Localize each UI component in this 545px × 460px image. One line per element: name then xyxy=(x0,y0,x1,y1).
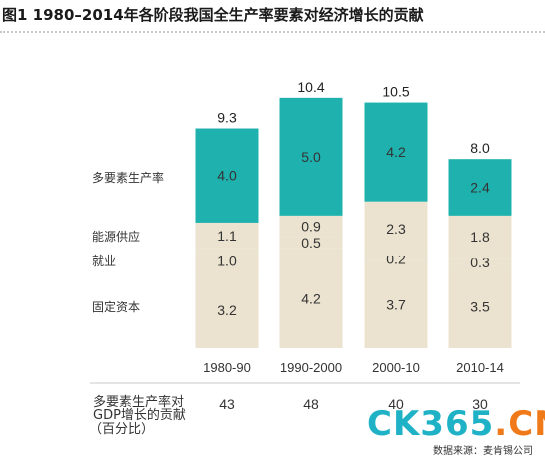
bar-total-label: 9.3 xyxy=(217,110,237,126)
x-tick-label: 2010-14 xyxy=(456,360,504,375)
title-divider xyxy=(0,31,545,33)
segment-value-label: 3.7 xyxy=(386,296,406,312)
segment-value-label: 2.3 xyxy=(386,221,406,237)
bottom-row-label-line-1: 多要素生产率对 xyxy=(93,395,185,410)
bar-total-label: 10.4 xyxy=(297,79,324,95)
gdp-contribution-value: 40 xyxy=(388,396,404,412)
segment-value-label: 5.0 xyxy=(301,149,321,165)
gdp-contribution-value: 48 xyxy=(303,396,319,412)
bar-segment-能源供应-1990-2000 xyxy=(279,215,343,238)
series-row-label: 就业 xyxy=(92,254,116,268)
bar-segment-能源供应-2010-14 xyxy=(448,215,512,259)
x-tick-label: 1990-2000 xyxy=(280,360,342,375)
bar-segment-固定资本-2000-10 xyxy=(364,260,428,348)
series-row-label: 固定资本 xyxy=(92,299,140,314)
segment-value-label: 2.4 xyxy=(470,180,490,196)
bar-segment-能源供应-2000-10 xyxy=(364,201,428,256)
bar-segment-多要素生产率-1980-90 xyxy=(195,128,259,223)
gdp-contribution-value: 30 xyxy=(472,396,488,412)
bar-segment-多要素生产率-2000-10 xyxy=(364,102,428,202)
series-row-label: 多要素生产率 xyxy=(92,170,164,185)
bar-total-label: 10.5 xyxy=(382,84,409,100)
segment-value-label: 4.2 xyxy=(386,144,406,160)
watermark-logo: CK365.CN xyxy=(367,404,545,444)
bar-segment-固定资本-1980-90 xyxy=(195,272,259,348)
segment-value-label: 4.0 xyxy=(217,168,237,184)
bar-segment-就业-1990-2000 xyxy=(279,237,343,249)
bar-segment-固定资本-2010-14 xyxy=(448,265,512,348)
bar-segment-能源供应-1980-90 xyxy=(195,222,259,249)
bottom-row-label-line-3: （百分比） xyxy=(89,422,155,437)
source-note: 数据来源：麦肯锡公司 xyxy=(433,446,533,457)
bar-segment-固定资本-1990-2000 xyxy=(279,248,343,348)
bar-segment-就业-2010-14 xyxy=(448,258,512,266)
series-row-label: 能源供应 xyxy=(92,229,140,244)
segment-value-label: 1.8 xyxy=(470,229,490,245)
watermark-main-text: CK365 xyxy=(367,404,495,444)
x-tick-label: 2000-10 xyxy=(372,360,420,375)
segment-value-label: 1.1 xyxy=(217,228,237,244)
bar-total-label: 8.0 xyxy=(470,140,490,156)
segment-value-label: 4.2 xyxy=(301,290,321,306)
segment-value-label: 3.2 xyxy=(217,302,237,318)
segment-value-label: 3.5 xyxy=(470,299,490,315)
segment-value-label: 0.5 xyxy=(301,235,321,251)
bar-segment-就业-2000-10 xyxy=(364,255,428,261)
segment-value-label: 1.0 xyxy=(217,253,237,269)
x-tick-label: 1980-90 xyxy=(203,360,251,375)
gdp-contribution-value: 43 xyxy=(219,396,235,412)
chart-title: 图1 1980–2014年各阶段我国全生产率要素对经济增长的贡献 xyxy=(2,6,424,24)
bar-segment-多要素生产率-2010-14 xyxy=(448,159,512,216)
watermark-suffix-text: .CN xyxy=(494,404,545,444)
bottom-row-label-line-2: GDP增长的贡献 xyxy=(93,408,186,423)
segment-value-label: 0.9 xyxy=(301,218,321,234)
bar-segment-多要素生产率-1990-2000 xyxy=(279,97,343,216)
bar-segment-就业-1980-90 xyxy=(195,248,259,273)
